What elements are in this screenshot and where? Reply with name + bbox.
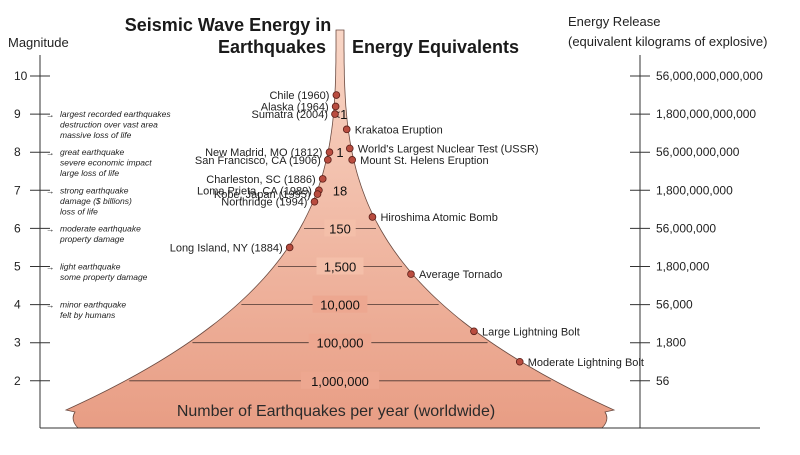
earthquake-label: San Francisco, CA (1906) [195,155,321,167]
magnitude-tick-label: 8 [14,145,21,159]
equivalent-marker [515,357,524,366]
equivalent-marker [368,213,377,221]
earthquake-marker [331,110,339,118]
description-arrow-icon: → [46,300,55,310]
magnitude-description-line: felt by humans [60,310,116,320]
annual-count-label: 1 [336,145,343,160]
energy-tick-label: 1,800 [656,336,686,350]
equivalent-marker [407,270,415,278]
main-title-line1: Seismic Wave Energy in [125,15,331,35]
magnitude-tick-label: 5 [14,260,21,274]
magnitude-description-line: minor earthquake [60,300,126,310]
annual-count-backdrop [316,257,364,275]
magnitude-tick-label: 6 [14,221,21,235]
magnitude-description-line: some property damage [60,272,148,282]
earthquake-marker [332,91,341,99]
magnitude-description-line: large loss of life [60,168,119,178]
magnitude-tick-label: 9 [14,107,21,121]
annual-count-label: 150 [329,221,351,236]
earthquake-marker [324,156,332,164]
magnitude-axis-title: Magnitude [8,35,69,50]
energy-tick-label: 1,800,000,000,000 [656,107,756,121]
magnitude-description-line: massive loss of life [60,130,132,140]
equivalent-marker [342,125,351,134]
annual-count-label: 100,000 [317,336,364,351]
description-arrow-icon: → [46,148,55,158]
equivalent-marker [348,156,356,164]
energy-axis-title-line1: Energy Release [568,14,661,29]
earthquake-marker [318,175,327,183]
energy-tick-label: 1,800,000 [656,260,710,274]
description-arrow-icon: → [46,262,55,272]
energy-tick-label: 56,000,000,000 [656,145,740,159]
equivalent-label: World's Largest Nuclear Test (USSR) [358,143,539,155]
annual-count-backdrop [300,371,380,389]
magnitude-description-line: light earthquake [60,262,121,272]
energy-tick-label: 56,000,000,000,000 [656,69,763,83]
magnitude-description-line: strong earthquake [60,185,129,195]
equivalents-title: Energy Equivalents [352,37,519,57]
magnitude-tick-label: 3 [14,336,21,350]
annual-count-backdrop [308,333,372,351]
description-arrow-icon: → [46,110,55,120]
annual-count-label: 1,000,000 [311,374,369,389]
magnitude-tick-label: 10 [14,69,28,83]
energy-tick-label: 56,000,000 [656,221,716,235]
equivalent-label: Large Lightning Bolt [482,326,580,338]
magnitude-description-line: loss of life [60,206,98,216]
earthquake-marker [310,197,319,206]
annual-count-backdrop [324,219,356,237]
earthquake-label: Sumatra (2004) [252,109,328,121]
magnitude-tick-label: 4 [14,298,21,312]
earthquake-label: Charleston, SC (1886) [206,174,315,186]
energy-tick-label: 1,800,000,000 [656,183,733,197]
magnitude-description-line: destruction over vast area [60,120,158,130]
equivalent-marker [345,144,354,153]
magnitude-description-line: damage ($ billions) [60,196,132,206]
energy-axis-title-line2: (equivalent kilograms of explosive) [568,34,767,49]
annual-count-label: 10,000 [320,298,360,313]
annual-count-label: 1,500 [324,260,357,275]
magnitude-description-line: great earthquake [60,147,125,157]
annual-count-caption: Number of Earthquakes per year (worldwid… [177,403,495,420]
equivalent-label: Krakatoa Eruption [355,124,443,136]
earthquake-label: Long Island, NY (1884) [170,242,283,254]
earthquake-marker [313,190,322,198]
earthquake-label: Kobe, Japan (1995) [214,189,311,201]
magnitude-tick-label: 2 [14,374,21,388]
equivalent-label: Mount St. Helens Eruption [360,155,488,167]
earthquake-label: Chile (1960) [269,90,329,102]
equivalent-label: Average Tornado [419,269,502,281]
description-arrow-icon: → [46,186,55,196]
magnitude-tick-label: 7 [14,183,21,197]
magnitude-description-line: property damage [59,234,125,244]
equivalent-label: Hiroshima Atomic Bomb [380,212,497,224]
description-arrow-icon: → [46,224,55,234]
earthquake-marker [325,148,334,157]
energy-tick-label: 56 [656,374,670,388]
earthquake-label: New Madrid, MO (1812) [205,147,322,159]
earthquake-label: Loma Prieta, CA (1989) [197,185,312,197]
magnitude-description-line: severe economic impact [60,158,152,168]
magnitude-description-line: moderate earthquake [60,223,141,233]
main-title-line2: Earthquakes [218,37,326,57]
annual-count-backdrop [312,295,368,313]
earthquake-label: Northridge (1994) [221,197,307,209]
earthquake-label: Alaska (1964) [261,101,329,113]
energy-tick-label: 56,000 [656,298,693,312]
annual-count-label: 18 [333,183,347,198]
earthquake-marker [331,102,340,111]
equivalent-marker [470,327,478,336]
equivalent-label: Moderate Lightning Bolt [528,357,644,369]
magnitude-description-line: largest recorded earthquakes [60,109,171,119]
earthquake-marker [285,243,294,252]
